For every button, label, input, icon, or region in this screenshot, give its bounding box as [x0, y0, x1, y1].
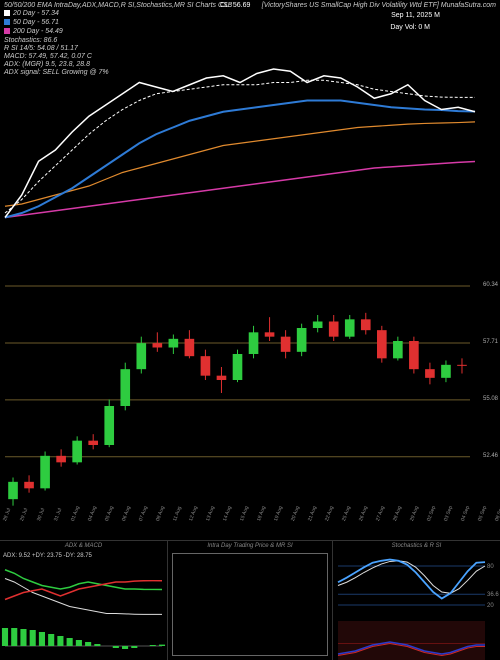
upper-chart — [0, 60, 500, 240]
topline-left: 50/50/200 EMA IntraDay,ADX,MACD,R SI,Sto… — [4, 2, 232, 9]
ema20-swatch — [4, 10, 10, 16]
adx-values: ADX: 9.52 +DY: 23.75 -DY: 28.75 — [3, 553, 92, 559]
svg-text:20: 20 — [487, 603, 494, 609]
close-price: CL: 56.69 — [220, 2, 250, 9]
stoch-title: Stochastics & R SI — [333, 543, 500, 549]
ema20-label: 20 Day - 57.34 — [4, 10, 59, 17]
ema200-label: 200 Day - 54.49 — [4, 28, 63, 35]
intraday-empty — [172, 553, 328, 656]
topline-right: [VictoryShares US SmallCap High Div Vola… — [262, 2, 496, 9]
date-axis: 28 Jul29 Jul30 Jul31 Jul01 Aug04 Aug05 A… — [0, 520, 500, 540]
ema200-swatch — [4, 28, 10, 34]
intraday-title: Intra Day Trading Price & MR SI — [168, 543, 332, 549]
ema50-swatch — [4, 19, 10, 25]
bottom-row: ADX & MACD ADX: 9.52 +DY: 23.75 -DY: 28.… — [0, 540, 500, 660]
intraday-panel: Intra Day Trading Price & MR SI — [167, 540, 332, 660]
svg-text:80: 80 — [487, 564, 494, 570]
rsi-label: R SI 14/5: 54.08 / 51.17 — [4, 45, 78, 52]
stoch-rsi-panel: Stochastics & R SI 80 36.6 20 — [332, 540, 500, 660]
macd-label: MACD: 57.49, 57.42, 0.07 C — [4, 53, 92, 60]
adx-macd-panel: ADX & MACD ADX: 9.52 +DY: 23.75 -DY: 28.… — [0, 540, 167, 660]
candle-chart: 60.3457.7155.0852.46 — [0, 245, 500, 515]
svg-text:36.6: 36.6 — [487, 592, 499, 598]
date-right: Sep 11, 2025 M — [391, 12, 440, 19]
ema50-label: 50 Day - 56.71 — [4, 19, 59, 26]
header: 50/50/200 EMA IntraDay,ADX,MACD,R SI,Sto… — [0, 0, 500, 68]
day-vol: Day Vol: 0 M — [390, 24, 430, 31]
stoch-label: Stochastics: 86.6 — [4, 37, 57, 44]
adx-title: ADX & MACD — [0, 543, 167, 549]
